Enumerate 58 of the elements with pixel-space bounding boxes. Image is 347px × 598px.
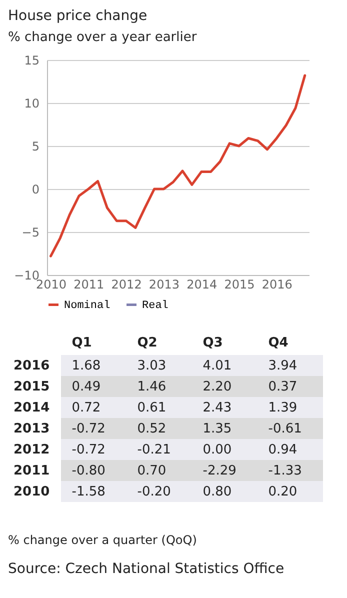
x-tick-label: 2015 xyxy=(224,278,255,292)
data-label: 3.94 xyxy=(268,358,298,374)
data-label: 1.68 xyxy=(72,358,101,374)
data-label: 0.52 xyxy=(137,422,166,436)
chart-subtitle: % change over a year earlier xyxy=(8,30,198,45)
y-tick-label: 0 xyxy=(32,182,40,196)
data-label: 1.35 xyxy=(202,422,232,436)
x-tick-label: Q2 xyxy=(137,336,158,350)
data-label: 0.72 xyxy=(72,400,101,416)
data-label: 0.94 xyxy=(268,442,298,458)
y-tick-label: 2013 xyxy=(14,422,50,436)
y-tick-label: 2014 xyxy=(14,400,50,416)
line-series xyxy=(50,74,306,258)
legend-label: Real xyxy=(142,300,168,312)
y-tick-label: 2016 xyxy=(14,358,50,374)
x-tick-label: 2016 xyxy=(262,278,292,292)
data-label: 4.01 xyxy=(202,358,232,374)
y-tick-label: 2015 xyxy=(14,380,50,394)
x-tick-label: 2014 xyxy=(186,278,218,292)
x-tick-label: Q4 xyxy=(268,336,288,350)
y-tick-label: −5 xyxy=(22,226,40,240)
data-label: -1.58 xyxy=(72,484,106,500)
data-label: 0.37 xyxy=(268,380,298,394)
data-label: -2.29 xyxy=(202,464,236,478)
data-label: 0.61 xyxy=(137,400,166,416)
y-tick-label: 15 xyxy=(24,54,40,68)
data-label: -0.20 xyxy=(137,484,171,500)
x-tick-label: Q1 xyxy=(72,336,92,350)
y-tick-label: 5 xyxy=(32,140,40,154)
data-label: 0.70 xyxy=(137,464,166,478)
y-tick-label: 2010 xyxy=(14,484,50,500)
y-tick-label: 10 xyxy=(24,96,40,110)
data-label: 1.46 xyxy=(137,380,166,394)
data-label: -1.33 xyxy=(268,464,302,478)
y-tick-label: 2012 xyxy=(14,442,50,458)
data-label: 0.00 xyxy=(202,442,232,458)
data-label: -0.72 xyxy=(72,442,106,458)
data-label: -0.72 xyxy=(72,422,106,436)
data-label: 2.20 xyxy=(202,380,232,394)
data-label: 0.20 xyxy=(268,484,298,500)
data-label: 0.49 xyxy=(72,380,101,394)
x-tick-label: Q3 xyxy=(202,336,223,350)
data-label: 3.03 xyxy=(137,358,166,374)
y-tick-label: −10 xyxy=(14,268,40,282)
data-label: 1.39 xyxy=(268,400,298,416)
x-tick-label: 2012 xyxy=(111,278,142,292)
chart-title: House price change xyxy=(8,8,148,24)
data-label: -0.21 xyxy=(137,442,171,458)
data-label: -0.80 xyxy=(72,464,106,478)
data-label: -0.61 xyxy=(268,422,302,436)
data-label: 0.80 xyxy=(202,484,232,500)
legend-label: Nominal xyxy=(64,300,110,312)
source-note: Source: Czech National Statistics Office xyxy=(8,561,286,577)
y-tick-label: 2011 xyxy=(14,464,50,478)
x-tick-label: 2011 xyxy=(74,278,104,292)
data-label: 2.43 xyxy=(202,400,232,416)
x-tick-label: 2013 xyxy=(148,278,180,292)
text: % change over a quarter (QoQ) xyxy=(8,533,198,547)
